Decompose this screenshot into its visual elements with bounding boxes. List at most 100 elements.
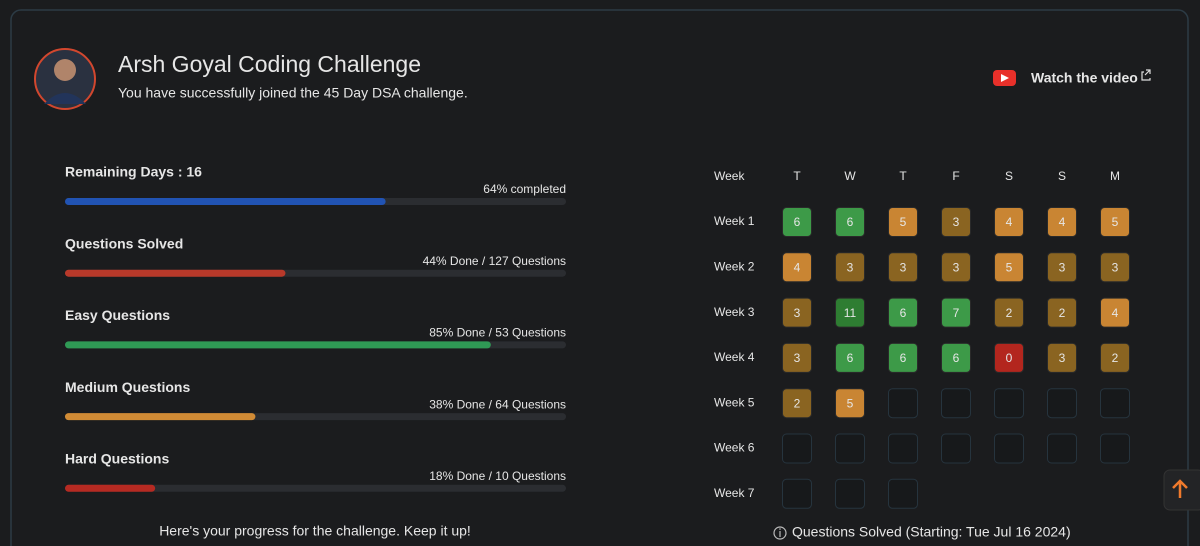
day-cell — [1047, 342, 1077, 373]
empty-cell — [835, 478, 865, 509]
empty-cell — [1047, 433, 1077, 464]
day-label: T — [899, 169, 907, 183]
day-label: T — [793, 169, 801, 183]
day-cell — [888, 297, 918, 328]
day-cell — [1047, 207, 1077, 237]
youtube-icon[interactable] — [993, 70, 1016, 86]
week-label: Week 5 — [714, 395, 755, 409]
day-cell — [835, 207, 865, 237]
day-cell — [994, 207, 1024, 237]
day-label: M — [1110, 169, 1120, 183]
day-cell — [994, 297, 1024, 328]
day-count: 11 — [844, 306, 857, 320]
day-count: 7 — [953, 306, 960, 320]
day-cell — [994, 342, 1024, 373]
week-label: Week 4 — [714, 350, 755, 364]
day-count: 0 — [1006, 351, 1013, 365]
day-cell — [782, 342, 812, 373]
empty-cell — [835, 433, 865, 464]
day-cell — [835, 342, 865, 373]
empty-cell — [994, 433, 1024, 464]
progress-label: Remaining Days : 16 — [65, 164, 202, 180]
day-count: 3 — [847, 260, 854, 274]
empty-cell — [1100, 388, 1130, 419]
week-label: Week 6 — [714, 441, 755, 455]
week-label: Week 3 — [714, 305, 755, 319]
footer-text: Here's your progress for the challenge. … — [159, 523, 471, 539]
video-link[interactable]: Watch the video — [1031, 70, 1138, 86]
scroll-top-button[interactable] — [1163, 469, 1200, 511]
day-count: 3 — [953, 260, 960, 274]
progress-fill — [65, 269, 286, 277]
day-count: 6 — [900, 351, 907, 365]
day-cell — [1100, 297, 1130, 328]
day-count: 5 — [1112, 215, 1119, 229]
day-label: W — [844, 169, 856, 183]
empty-cell — [888, 388, 918, 419]
progress-label: Hard Questions — [65, 451, 169, 467]
day-cell — [888, 342, 918, 373]
progress-value: 44% Done / 127 Questions — [423, 254, 566, 268]
day-count: 3 — [953, 215, 960, 229]
empty-cell — [782, 433, 812, 464]
external-icon — [1141, 69, 1151, 81]
week-label: Week 2 — [714, 259, 755, 273]
day-cell — [835, 252, 865, 283]
day-cell — [1047, 252, 1077, 283]
day-count: 2 — [1006, 306, 1013, 320]
empty-cell — [941, 433, 971, 464]
progress-fill — [65, 198, 386, 205]
empty-cell — [941, 388, 971, 419]
day-cell — [782, 297, 812, 328]
day-count: 3 — [1112, 260, 1119, 274]
day-cell — [941, 207, 971, 237]
day-cell — [941, 297, 971, 328]
day-cell — [1100, 342, 1130, 373]
day-label: F — [952, 169, 959, 183]
progress-value: 38% Done / 64 Questions — [429, 397, 566, 411]
day-count: 6 — [953, 351, 960, 365]
day-cell — [835, 388, 865, 419]
day-cell — [835, 297, 865, 328]
week-label: Week 1 — [714, 214, 755, 228]
subtitle: You have successfully joined the 45 Day … — [118, 85, 468, 101]
day-cell — [1100, 252, 1130, 283]
day-cell — [888, 252, 918, 283]
day-count: 6 — [847, 351, 854, 365]
progress-fill — [65, 484, 156, 492]
week-label: Week 7 — [714, 486, 755, 500]
day-count: 3 — [1059, 260, 1066, 274]
avatar — [34, 48, 96, 110]
day-count: 6 — [900, 306, 907, 320]
day-cell — [888, 207, 918, 237]
progress-fill — [65, 341, 491, 349]
day-cell — [941, 342, 971, 373]
progress-value: 18% Done / 10 Questions — [429, 469, 566, 483]
info-icon — [773, 526, 787, 540]
empty-cell — [1047, 388, 1077, 419]
empty-cell — [994, 388, 1024, 419]
progress-value: 64% completed — [483, 182, 566, 196]
day-count: 5 — [847, 396, 854, 410]
day-cell — [994, 252, 1024, 283]
day-count: 6 — [847, 215, 854, 229]
day-count: 2 — [1059, 306, 1066, 320]
progress-label: Medium Questions — [65, 379, 190, 395]
day-count: 3 — [794, 351, 801, 365]
progress-track — [65, 484, 566, 492]
day-cell — [1100, 207, 1130, 237]
heatmap-corner: Week — [714, 169, 745, 183]
day-count: 2 — [1112, 351, 1119, 365]
progress-label: Easy Questions — [65, 307, 170, 323]
day-count: 4 — [1112, 306, 1119, 320]
day-count: 4 — [1006, 215, 1013, 229]
progress-label: Questions Solved — [65, 235, 183, 251]
day-cell — [782, 252, 812, 283]
day-label: S — [1058, 169, 1066, 183]
empty-cell — [1100, 433, 1130, 464]
day-count: 4 — [794, 260, 801, 274]
progress-value: 85% Done / 53 Questions — [429, 326, 566, 340]
day-count: 3 — [1059, 351, 1066, 365]
title: Arsh Goyal Coding Challenge — [118, 51, 421, 77]
